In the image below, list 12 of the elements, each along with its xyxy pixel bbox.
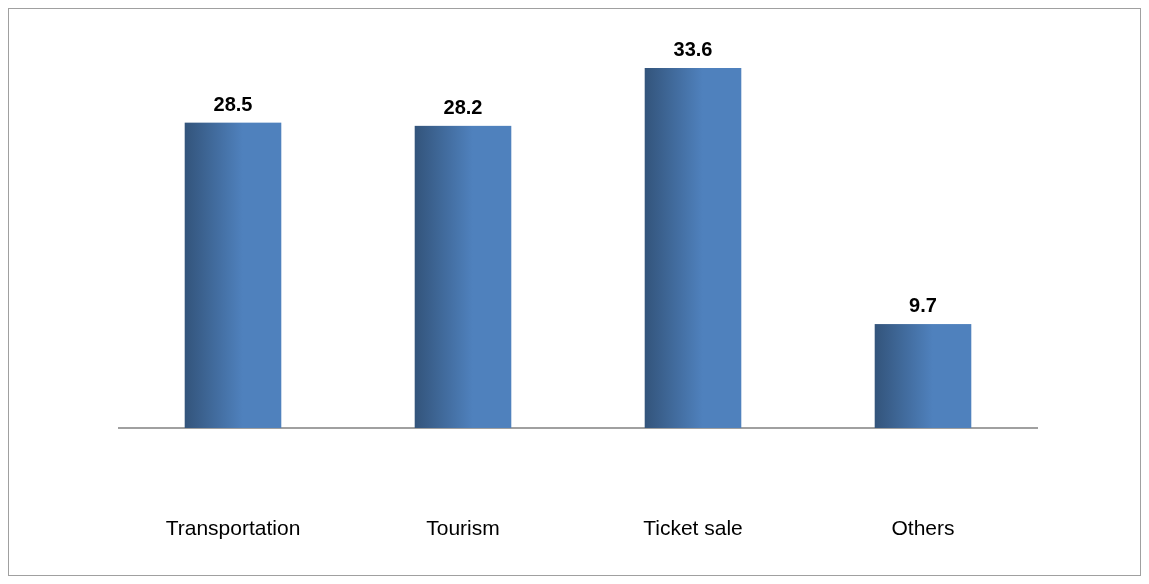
x-tick-label: Ticket sale [643,516,743,539]
bar [644,68,742,428]
bar [874,324,972,428]
x-tick-label: Transportation [165,516,301,539]
data-label: 28.5 [213,92,253,115]
bar [414,125,512,428]
bar [184,122,282,428]
x-tick-label: Tourism [426,516,500,539]
data-label: 9.7 [909,294,937,317]
data-label: 28.2 [443,95,483,118]
x-tick-label: Others [891,516,955,539]
data-label: 33.6 [673,38,713,60]
